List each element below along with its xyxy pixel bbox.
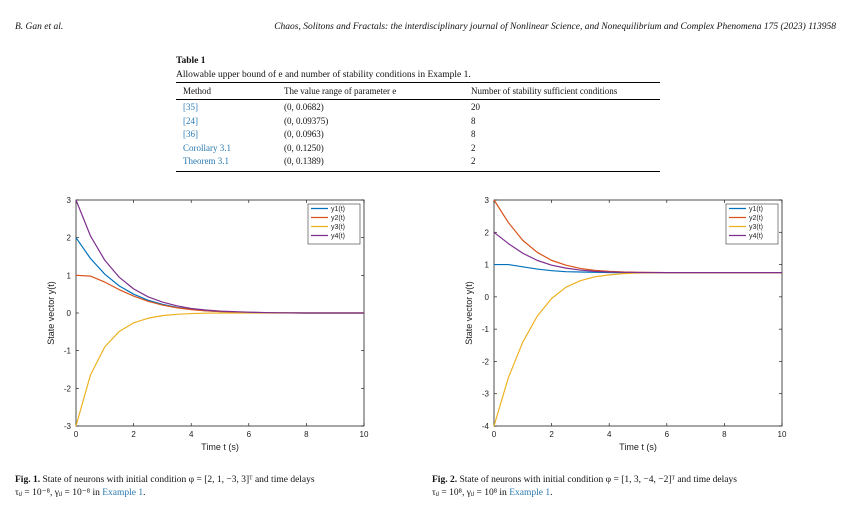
table-header-row: Method The value range of parameter e Nu… xyxy=(176,86,660,98)
x-tick-label: 4 xyxy=(607,430,612,439)
y-tick-label: 3 xyxy=(67,196,72,205)
figure-1: 0 2 4 6 8 10 -3 -2 -1 0 1 2 3 Time t (s) State vector … xyxy=(40,190,380,458)
cell-count: 8 xyxy=(471,115,476,126)
cell-method[interactable]: [24] xyxy=(183,115,198,126)
legend-box xyxy=(307,203,361,245)
table-row: [35] (0, 0.0682) 20 xyxy=(176,102,660,114)
x-axis-label: Time t (s) xyxy=(619,442,657,452)
x-tick-label: 6 xyxy=(247,430,252,439)
cell-count: 2 xyxy=(471,156,476,166)
y-tick-label: -4 xyxy=(482,422,490,431)
y-tick-label: 0 xyxy=(67,309,72,318)
y-tick-label: -2 xyxy=(482,357,490,366)
legend-label: y2(t) xyxy=(749,215,763,222)
table-row: Corollary 3.1 (0, 0.1250) 2 xyxy=(176,143,660,155)
chart-fig2: 0 2 4 6 8 10 -4 -3 -2 -1 0 1 2 3 Time t (s) State vecto… xyxy=(464,196,787,452)
y-tick-label: 2 xyxy=(67,234,72,243)
figure-2-example-link[interactable]: Example 1 xyxy=(509,488,551,498)
cell-method[interactable]: [36] xyxy=(183,129,198,139)
x-axis-label: Time t (s) xyxy=(201,442,239,452)
header-count: Number of stability sufficient condition… xyxy=(471,86,618,96)
table-row: [24] (0, 0.09375) 8 xyxy=(176,116,660,128)
x-tick-label: 0 xyxy=(492,430,497,439)
cell-method[interactable]: Theorem 3.1 xyxy=(183,156,229,166)
y-tick-label: 1 xyxy=(485,261,490,270)
table-bottom-rule xyxy=(176,171,660,172)
figure-1-caption-line1: State of neurons with initial condition … xyxy=(42,475,315,485)
legend-label: y1(t) xyxy=(749,206,763,213)
y-axis-label: State vector y(t) xyxy=(46,281,56,345)
cell-range: (0, 0.1389) xyxy=(284,156,324,166)
legend-label: y3(t) xyxy=(749,224,763,231)
figure-1-example-link[interactable]: Example 1 xyxy=(102,488,144,498)
figure-1-caption-end: . xyxy=(143,488,146,498)
y-tick-label: -1 xyxy=(482,325,490,334)
table-title: Table 1 xyxy=(176,56,206,66)
figure-2-caption: Fig. 2. State of neurons with initial co… xyxy=(432,474,832,500)
x-tick-label: 6 xyxy=(665,430,670,439)
table-top-rule xyxy=(176,82,660,83)
cell-count: 20 xyxy=(471,102,480,112)
y-tick-label: 1 xyxy=(67,271,72,280)
cell-range: (0, 0.0682) xyxy=(284,102,324,112)
legend-label: y2(t) xyxy=(331,215,345,222)
figure-2-caption-line2: τᵢⱼ = 10⁸, γᵢⱼ = 10⁸ in xyxy=(432,488,510,498)
cell-method[interactable]: [35] xyxy=(183,102,198,112)
figure-1-caption: Fig. 1. State of neurons with initial co… xyxy=(15,474,415,500)
legend-label: y1(t) xyxy=(331,206,345,213)
legend-box xyxy=(725,203,779,245)
y-tick-label: -3 xyxy=(482,390,490,399)
y-tick-label: -3 xyxy=(64,422,72,431)
series-line-y4t xyxy=(493,231,782,274)
cell-count: 8 xyxy=(471,129,476,139)
figure-2: 0 2 4 6 8 10 -4 -3 -2 -1 0 1 2 3 Time t (s) State vecto… xyxy=(458,190,798,458)
x-tick-label: 2 xyxy=(131,430,136,439)
y-tick-label: 3 xyxy=(485,196,490,205)
running-author: B. Gan et al. xyxy=(15,22,64,32)
header-method: Method xyxy=(183,86,211,96)
x-tick-label: 8 xyxy=(304,430,309,439)
y-tick-label: 0 xyxy=(485,293,490,302)
y-axis-label: State vector y(t) xyxy=(464,281,474,345)
x-tick-label: 0 xyxy=(74,430,79,439)
cell-range: (0, 0.1250) xyxy=(284,142,324,153)
legend-label: y4(t) xyxy=(749,233,763,240)
running-journal-title: Chaos, Solitons and Fractals: the interd… xyxy=(274,22,836,32)
x-tick-label: 2 xyxy=(549,430,554,439)
y-tick-label: -1 xyxy=(64,347,72,356)
legend-label: y3(t) xyxy=(331,224,345,231)
x-tick-label: 10 xyxy=(778,430,787,439)
y-tick-label: 2 xyxy=(485,228,490,237)
legend-label: y4(t) xyxy=(331,233,345,240)
series-line-y4t xyxy=(75,199,364,314)
table-header-rule xyxy=(176,99,660,100)
chart-fig1: 0 2 4 6 8 10 -3 -2 -1 0 1 2 3 Time t (s) State vector … xyxy=(46,196,369,452)
header-range: The value range of parameter e xyxy=(284,86,397,96)
figure-2-caption-line1: State of neurons with initial condition … xyxy=(459,475,737,485)
x-tick-label: 10 xyxy=(360,430,369,439)
table-caption: Allowable upper bound of e and number of… xyxy=(176,70,471,80)
x-tick-label: 8 xyxy=(722,430,727,439)
figure-2-caption-end: . xyxy=(550,488,553,498)
cell-range: (0, 0.09375) xyxy=(284,115,329,126)
figure-1-caption-line2: τᵢⱼ = 10⁻⁸, γᵢⱼ = 10⁻⁸ in xyxy=(15,488,103,498)
figure-2-label: Fig. 2. xyxy=(432,475,458,485)
y-tick-label: -2 xyxy=(64,384,72,393)
x-tick-label: 4 xyxy=(189,430,194,439)
cell-range: (0, 0.0963) xyxy=(284,129,324,139)
figure-1-label: Fig. 1. xyxy=(15,475,41,485)
table-row: [36] (0, 0.0963) 8 xyxy=(176,129,660,141)
table-row: Theorem 3.1 (0, 0.1389) 2 xyxy=(176,156,660,168)
cell-count: 2 xyxy=(471,142,476,153)
cell-method[interactable]: Corollary 3.1 xyxy=(183,142,231,153)
